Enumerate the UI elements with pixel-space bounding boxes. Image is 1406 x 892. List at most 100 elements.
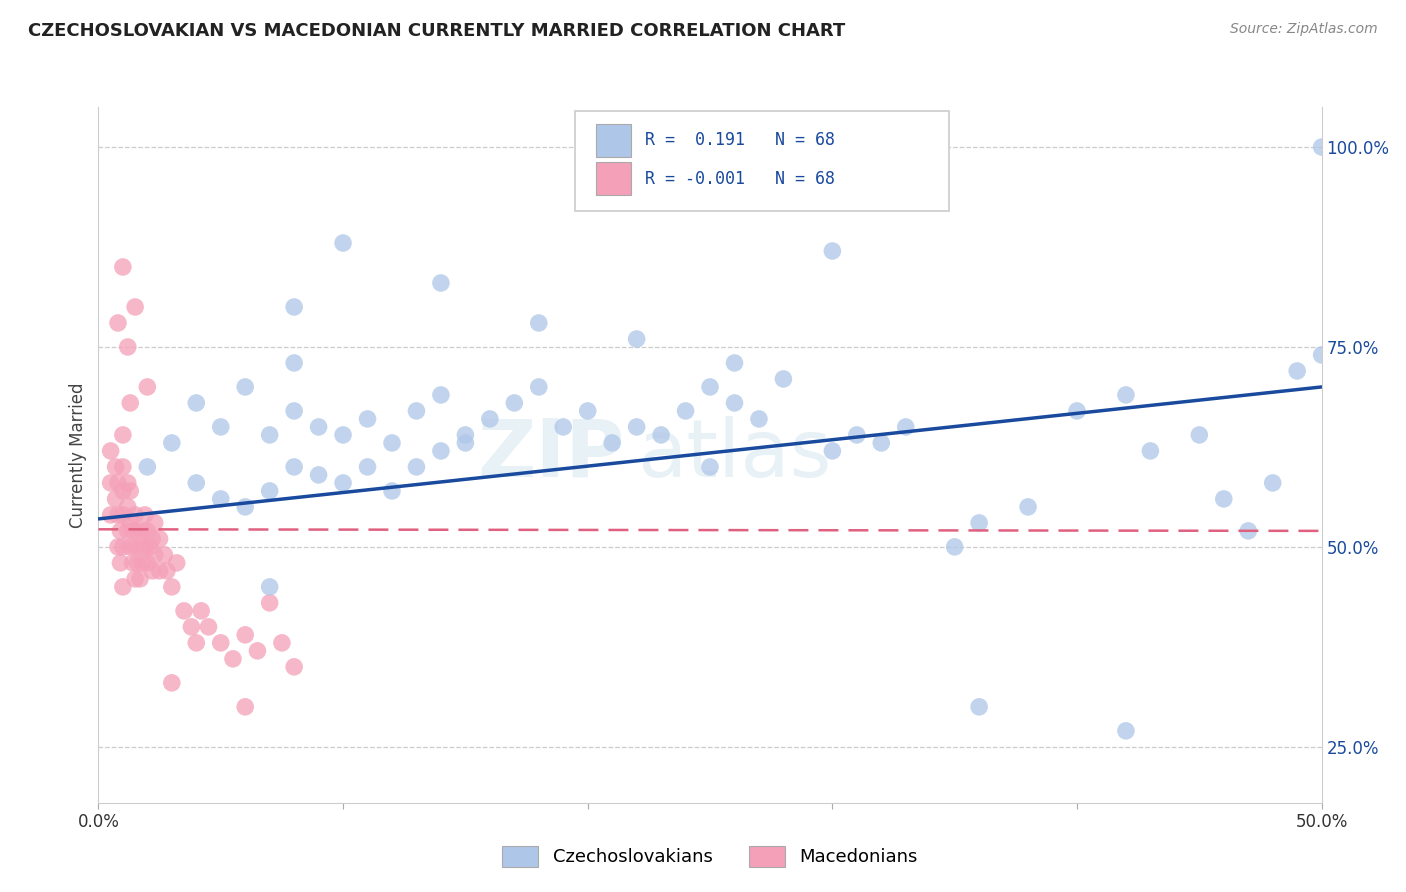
Point bbox=[127, 524, 149, 538]
Point bbox=[478, 412, 501, 426]
Point bbox=[180, 620, 202, 634]
Point bbox=[131, 556, 153, 570]
Point bbox=[527, 316, 550, 330]
Point bbox=[283, 356, 305, 370]
Point bbox=[527, 380, 550, 394]
Point bbox=[190, 604, 212, 618]
Point bbox=[1237, 524, 1260, 538]
Point bbox=[699, 380, 721, 394]
Point bbox=[120, 516, 142, 530]
Point bbox=[553, 420, 575, 434]
Point bbox=[283, 459, 305, 474]
Point bbox=[259, 483, 281, 498]
Point bbox=[117, 475, 139, 490]
Point bbox=[430, 444, 453, 458]
Point bbox=[117, 500, 139, 514]
Text: R =  0.191   N = 68: R = 0.191 N = 68 bbox=[645, 131, 835, 150]
FancyBboxPatch shape bbox=[575, 111, 949, 211]
Point bbox=[1115, 723, 1137, 738]
Point bbox=[141, 532, 163, 546]
Text: Source: ZipAtlas.com: Source: ZipAtlas.com bbox=[1230, 22, 1378, 37]
Point bbox=[381, 483, 404, 498]
Text: atlas: atlas bbox=[637, 416, 831, 494]
Text: CZECHOSLOVAKIAN VS MACEDONIAN CURRENTLY MARRIED CORRELATION CHART: CZECHOSLOVAKIAN VS MACEDONIAN CURRENTLY … bbox=[28, 22, 845, 40]
Point bbox=[943, 540, 966, 554]
Point bbox=[405, 404, 427, 418]
Point bbox=[136, 524, 159, 538]
Point bbox=[430, 276, 453, 290]
Point bbox=[107, 475, 129, 490]
Point bbox=[600, 436, 623, 450]
Point bbox=[100, 475, 122, 490]
Point bbox=[870, 436, 893, 450]
Point bbox=[209, 636, 232, 650]
Point bbox=[699, 459, 721, 474]
Point bbox=[308, 467, 330, 482]
Point bbox=[233, 500, 256, 514]
Point bbox=[1310, 348, 1333, 362]
Point bbox=[821, 244, 844, 258]
Point bbox=[131, 524, 153, 538]
Point bbox=[454, 436, 477, 450]
Point bbox=[1188, 428, 1211, 442]
Point bbox=[111, 540, 134, 554]
Point bbox=[356, 412, 378, 426]
Point bbox=[1261, 475, 1284, 490]
Point bbox=[454, 428, 477, 442]
Point bbox=[111, 260, 134, 274]
Point bbox=[149, 532, 172, 546]
Point bbox=[894, 420, 917, 434]
Point bbox=[233, 380, 256, 394]
Point bbox=[246, 644, 269, 658]
Point bbox=[405, 459, 427, 474]
Point bbox=[197, 620, 219, 634]
Point bbox=[129, 572, 152, 586]
Point bbox=[1017, 500, 1039, 514]
Bar bbox=[596, 124, 630, 157]
Point bbox=[173, 604, 195, 618]
Point bbox=[111, 459, 134, 474]
Point bbox=[136, 556, 159, 570]
Point bbox=[308, 420, 330, 434]
Point bbox=[160, 676, 183, 690]
Point bbox=[967, 516, 990, 530]
Point bbox=[104, 491, 127, 506]
Point bbox=[107, 316, 129, 330]
Point bbox=[107, 540, 129, 554]
Point bbox=[160, 580, 183, 594]
Point bbox=[381, 436, 404, 450]
Point bbox=[110, 556, 132, 570]
Point bbox=[124, 572, 146, 586]
Point bbox=[259, 596, 281, 610]
Point bbox=[143, 548, 166, 562]
Point bbox=[136, 459, 159, 474]
Point bbox=[626, 420, 648, 434]
Point bbox=[1310, 140, 1333, 154]
Point bbox=[1066, 404, 1088, 418]
Legend: Czechoslovakians, Macedonians: Czechoslovakians, Macedonians bbox=[495, 838, 925, 874]
Point bbox=[821, 444, 844, 458]
Point bbox=[153, 548, 176, 562]
Point bbox=[120, 483, 142, 498]
Point bbox=[356, 459, 378, 474]
Point bbox=[129, 540, 152, 554]
Y-axis label: Currently Married: Currently Married bbox=[69, 382, 87, 528]
Bar bbox=[596, 162, 630, 195]
Point bbox=[111, 428, 134, 442]
Point bbox=[111, 483, 134, 498]
Point bbox=[121, 524, 143, 538]
Point bbox=[120, 540, 142, 554]
Point bbox=[1286, 364, 1309, 378]
Point bbox=[124, 300, 146, 314]
Point bbox=[186, 475, 208, 490]
Point bbox=[845, 428, 868, 442]
Point bbox=[576, 404, 599, 418]
Point bbox=[117, 340, 139, 354]
Point bbox=[107, 508, 129, 522]
Point bbox=[186, 396, 208, 410]
Point bbox=[259, 428, 281, 442]
Point bbox=[233, 628, 256, 642]
Point bbox=[104, 459, 127, 474]
Point bbox=[121, 556, 143, 570]
Point bbox=[117, 524, 139, 538]
